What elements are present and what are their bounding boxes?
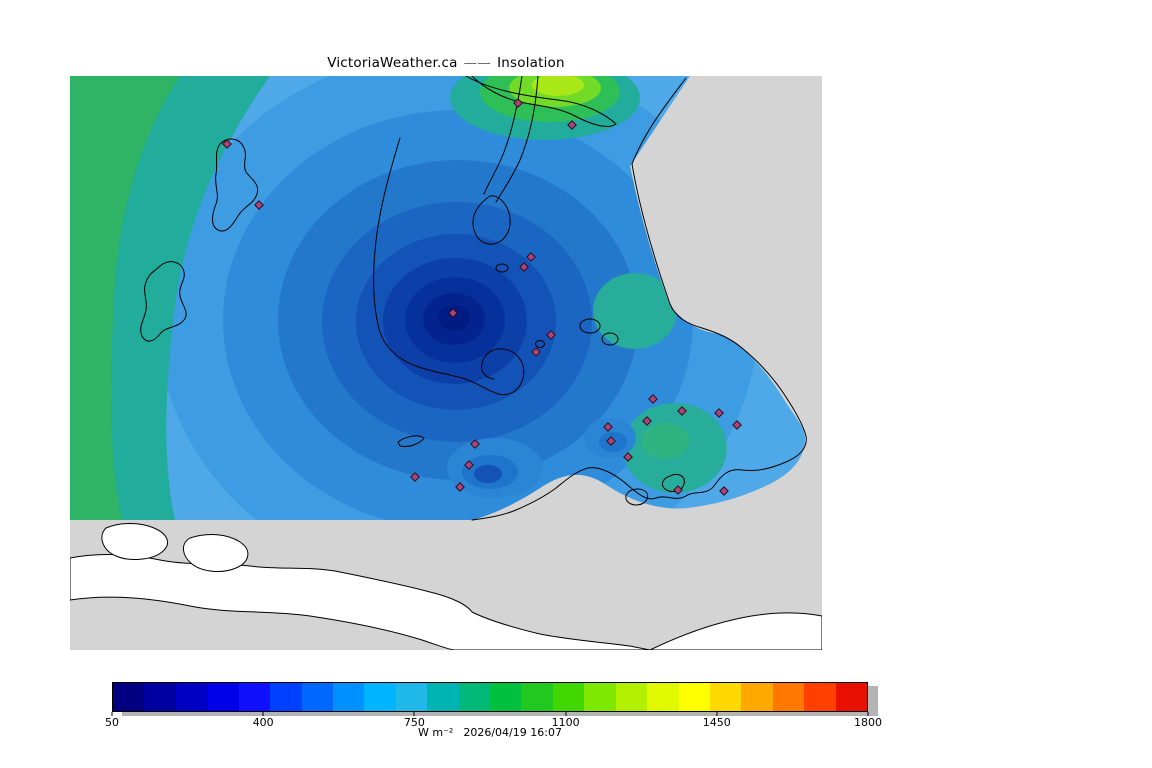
colorbar-segment: [427, 683, 459, 711]
colorbar-segment: [270, 683, 302, 711]
datetime-label: 2026/04/19 16:07: [463, 726, 562, 739]
station-marker: [464, 460, 474, 470]
colorbar-tick-label: 1450: [702, 716, 731, 729]
colorbar-segment: [458, 683, 491, 711]
colorbar-tick: [867, 712, 869, 716]
colorbar-segment: [113, 683, 145, 711]
station-marker: [531, 347, 541, 357]
colorbar: [112, 682, 868, 712]
station-marker: [519, 262, 529, 272]
station-marker: [719, 486, 729, 496]
colorbar-segment: [710, 683, 742, 711]
colorbar-segment: [647, 683, 679, 711]
colorbar-tick-label: 400: [252, 716, 274, 729]
colorbar-segment: [364, 683, 396, 711]
colorbar-gradient: [113, 683, 868, 711]
colorbar-segment: [301, 683, 333, 711]
colorbar-segment: [772, 683, 805, 711]
colorbar-segment: [584, 683, 616, 711]
colorbar-ticks: 50 400 750 1100 1450 1800: [105, 712, 882, 734]
colorbar-segment: [835, 683, 868, 711]
station-marker: [455, 482, 465, 492]
colorbar-tick-label: 1800: [854, 716, 882, 729]
page-title: VictoriaWeather.ca —— Insolation: [70, 55, 822, 71]
station-marker: [448, 308, 458, 318]
station-marker: [642, 416, 652, 426]
colorbar-caption: W m⁻² 2026/04/19 16:07: [112, 726, 868, 739]
station-marker: [677, 406, 687, 416]
colorbar-tick-label: 50: [105, 716, 119, 729]
colorbar-tick: [413, 712, 415, 716]
insolation-map: [70, 76, 822, 650]
station-marker: [732, 420, 742, 430]
colorbar-segment: [207, 683, 239, 711]
colorbar-segment: [395, 683, 428, 711]
colorbar-segment: [615, 683, 648, 711]
colorbar-tick: [111, 712, 113, 716]
site-name: VictoriaWeather.ca: [327, 55, 458, 71]
station-marker: [623, 452, 633, 462]
station-marker: [603, 422, 613, 432]
station-marker: [546, 330, 556, 340]
colorbar-segment: [678, 683, 711, 711]
colorbar-tick-label: 1100: [551, 716, 580, 729]
station-marker: [673, 485, 683, 495]
product-name: Insolation: [497, 55, 565, 71]
colorbar-segment: [741, 683, 773, 711]
station-marker: [222, 139, 232, 149]
colorbar-segment: [521, 683, 553, 711]
station-marker: [513, 98, 523, 108]
colorbar-tick: [565, 712, 567, 716]
colorbar-segment: [144, 683, 176, 711]
station-marker: [567, 120, 577, 130]
colorbar-tick: [262, 712, 264, 716]
station-marker: [648, 394, 658, 404]
colorbar-segment: [804, 683, 836, 711]
colorbar-segment: [332, 683, 365, 711]
colorbar-segment: [552, 683, 585, 711]
station-marker: [470, 439, 480, 449]
out-of-domain-water: [70, 523, 822, 650]
colorbar-tick-label: 750: [403, 716, 425, 729]
station-marker: [526, 252, 536, 262]
station-marker: [254, 200, 264, 210]
colorbar-segment: [175, 683, 208, 711]
station-markers: [222, 98, 742, 496]
colorbar-tick: [716, 712, 718, 716]
colorbar-segment: [238, 683, 271, 711]
map-canvas: [70, 76, 822, 650]
station-marker: [714, 408, 724, 418]
title-separator: ——: [463, 55, 492, 71]
station-marker: [606, 436, 616, 446]
units-label: W m⁻²: [418, 726, 454, 739]
station-marker: [410, 472, 420, 482]
colorbar-segment: [490, 683, 522, 711]
